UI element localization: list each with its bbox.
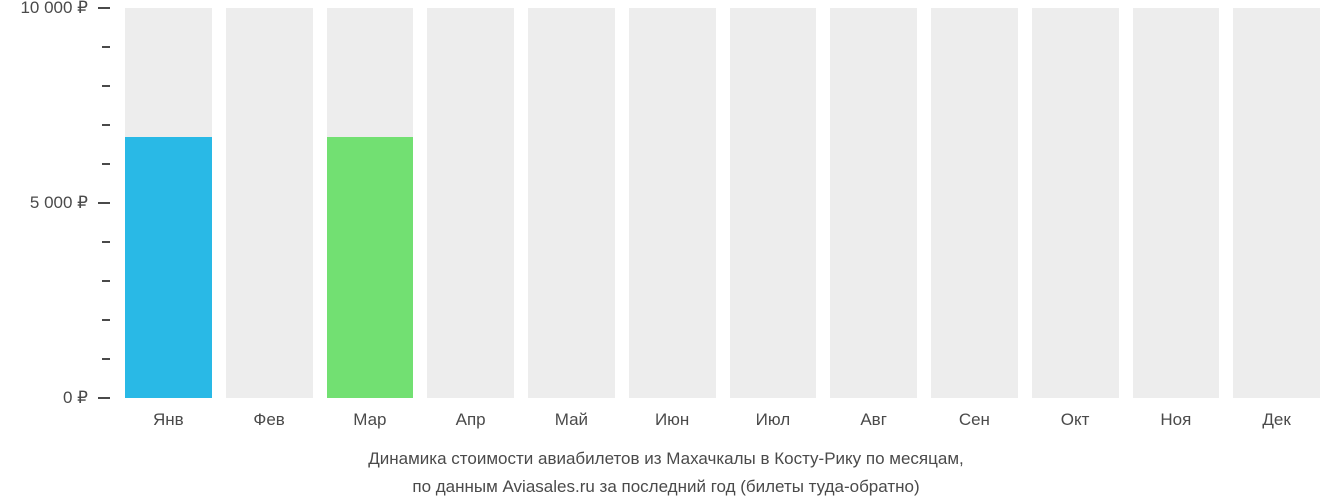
plot-area [125, 8, 1320, 398]
bar-fill [327, 137, 414, 398]
y-axis-minor-tick [102, 241, 110, 243]
bar-slot [1133, 8, 1220, 398]
bar-slot [931, 8, 1018, 398]
x-axis-label: Ноя [1133, 410, 1220, 430]
bar-slot [327, 8, 414, 398]
bar-slot [427, 8, 514, 398]
bar-slot [226, 8, 313, 398]
y-axis-minor-tick [102, 124, 110, 126]
y-axis-tick-mark [98, 202, 110, 204]
x-axis-label: Дек [1233, 410, 1320, 430]
x-axis-label: Сен [931, 410, 1018, 430]
x-axis-label: Авг [830, 410, 917, 430]
x-axis-label: Янв [125, 410, 212, 430]
bar-slot [629, 8, 716, 398]
bar-slot [730, 8, 817, 398]
x-axis: Янв Фев Мар Апр Май Июн Июл Авг Сен Окт Ноя Дек [125, 410, 1320, 430]
price-chart: 0 ₽ 5 000 ₽ 10 000 ₽ Янв Фев Мар Апр Май Июн Июл… [0, 0, 1332, 502]
y-axis-label: 5 000 ₽ [30, 193, 88, 213]
bar-slot [528, 8, 615, 398]
caption-line1: Динамика стоимости авиабилетов из Махачк… [0, 446, 1332, 472]
y-axis-tick: 5 000 ₽ [30, 193, 110, 213]
x-axis-label: Июн [629, 410, 716, 430]
y-axis-tick-mark [98, 7, 110, 9]
bar-slot [1032, 8, 1119, 398]
x-axis-label: Мар [327, 410, 414, 430]
bar-slot [125, 8, 212, 398]
x-axis-label: Июл [730, 410, 817, 430]
bar-fill [125, 137, 212, 398]
y-axis-minor-tick [102, 163, 110, 165]
y-axis-minor-tick [102, 358, 110, 360]
caption-line2: по данным Aviasales.ru за последний год … [0, 474, 1332, 500]
y-axis-minor-tick [102, 319, 110, 321]
x-axis-label: Май [528, 410, 615, 430]
y-axis-label: 0 ₽ [63, 388, 88, 408]
x-axis-label: Фев [226, 410, 313, 430]
y-axis-tick: 0 ₽ [63, 388, 110, 408]
y-axis-label: 10 000 ₽ [20, 0, 88, 18]
bar-slot [830, 8, 917, 398]
x-axis-label: Апр [427, 410, 514, 430]
bar-slot [1233, 8, 1320, 398]
y-axis-minor-tick [102, 46, 110, 48]
y-axis-tick-mark [98, 397, 110, 399]
y-axis-minor-tick [102, 85, 110, 87]
y-axis: 0 ₽5 000 ₽10 000 ₽ [0, 0, 110, 400]
x-axis-label: Окт [1032, 410, 1119, 430]
y-axis-minor-tick [102, 280, 110, 282]
y-axis-tick: 10 000 ₽ [20, 0, 110, 18]
